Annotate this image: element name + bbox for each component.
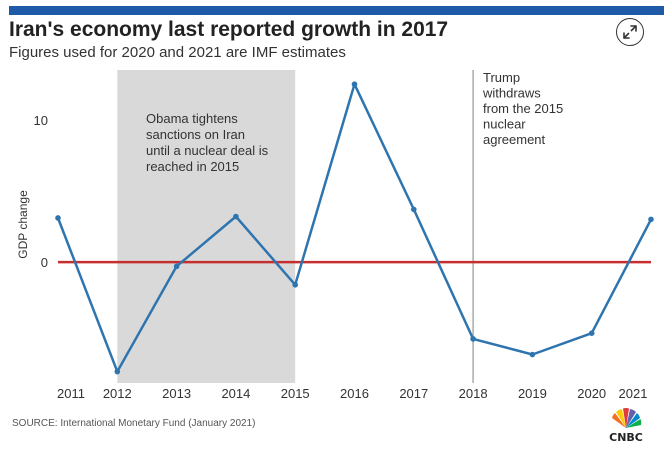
data-point bbox=[529, 351, 536, 358]
x-tick-label: 2016 bbox=[340, 386, 369, 401]
chart-title: Iran's economy last reported growth in 2… bbox=[9, 18, 449, 41]
shaded-region-annotation-line: Obama tightens bbox=[146, 111, 238, 126]
shaded-region-annotation-line: until a nuclear deal is bbox=[146, 143, 269, 158]
x-tick-label: 2015 bbox=[281, 386, 310, 401]
x-tick-label: 2017 bbox=[399, 386, 428, 401]
y-tick-label: 10 bbox=[34, 113, 48, 128]
x-tick-label: 2014 bbox=[221, 386, 250, 401]
x-tick-label: 2012 bbox=[103, 386, 132, 401]
chart-subtitle: Figures used for 2020 and 2021 are IMF e… bbox=[9, 44, 346, 61]
data-point bbox=[648, 216, 654, 223]
source-note: SOURCE: International Monetary Fund (Jan… bbox=[12, 418, 256, 429]
vertical-line-annotation-line: nuclear bbox=[483, 117, 526, 132]
expand-button[interactable] bbox=[616, 18, 644, 46]
shaded-region-annotation-line: reached in 2015 bbox=[146, 159, 239, 174]
y-axis-label: GDP change bbox=[16, 190, 30, 259]
brand-top-bar bbox=[9, 6, 664, 15]
data-point bbox=[233, 213, 239, 220]
vertical-line-annotation-line: from the 2015 bbox=[483, 101, 563, 116]
cnbc-peacock-icon bbox=[612, 408, 642, 428]
shaded-region-annotation-line: sanctions on Iran bbox=[146, 127, 245, 142]
x-tick-label: 2018 bbox=[459, 386, 488, 401]
x-tick-label: 2019 bbox=[518, 386, 547, 401]
expand-arrows-icon bbox=[623, 25, 637, 39]
data-point bbox=[173, 263, 180, 270]
data-point bbox=[114, 368, 121, 375]
data-point bbox=[411, 206, 417, 213]
data-point bbox=[55, 215, 61, 221]
x-tick-label: 2020 bbox=[577, 386, 606, 401]
vertical-line-annotation-line: withdraws bbox=[482, 86, 541, 101]
vertical-line-annotation-line: agreement bbox=[483, 132, 546, 147]
x-tick-label: 2011 bbox=[57, 386, 85, 401]
x-tick-label: 2013 bbox=[162, 386, 191, 401]
cnbc-logo-text: CNBC bbox=[609, 431, 643, 444]
y-tick-label: 0 bbox=[41, 255, 48, 270]
data-point bbox=[292, 282, 299, 288]
cnbc-logo: CNBC bbox=[609, 408, 643, 444]
data-point bbox=[588, 330, 595, 337]
data-point bbox=[470, 336, 476, 342]
vertical-line-annotation-line: Trump bbox=[483, 70, 520, 85]
shaded-region bbox=[117, 70, 296, 383]
data-point bbox=[351, 81, 358, 88]
x-tick-label: 2021 bbox=[619, 386, 648, 401]
